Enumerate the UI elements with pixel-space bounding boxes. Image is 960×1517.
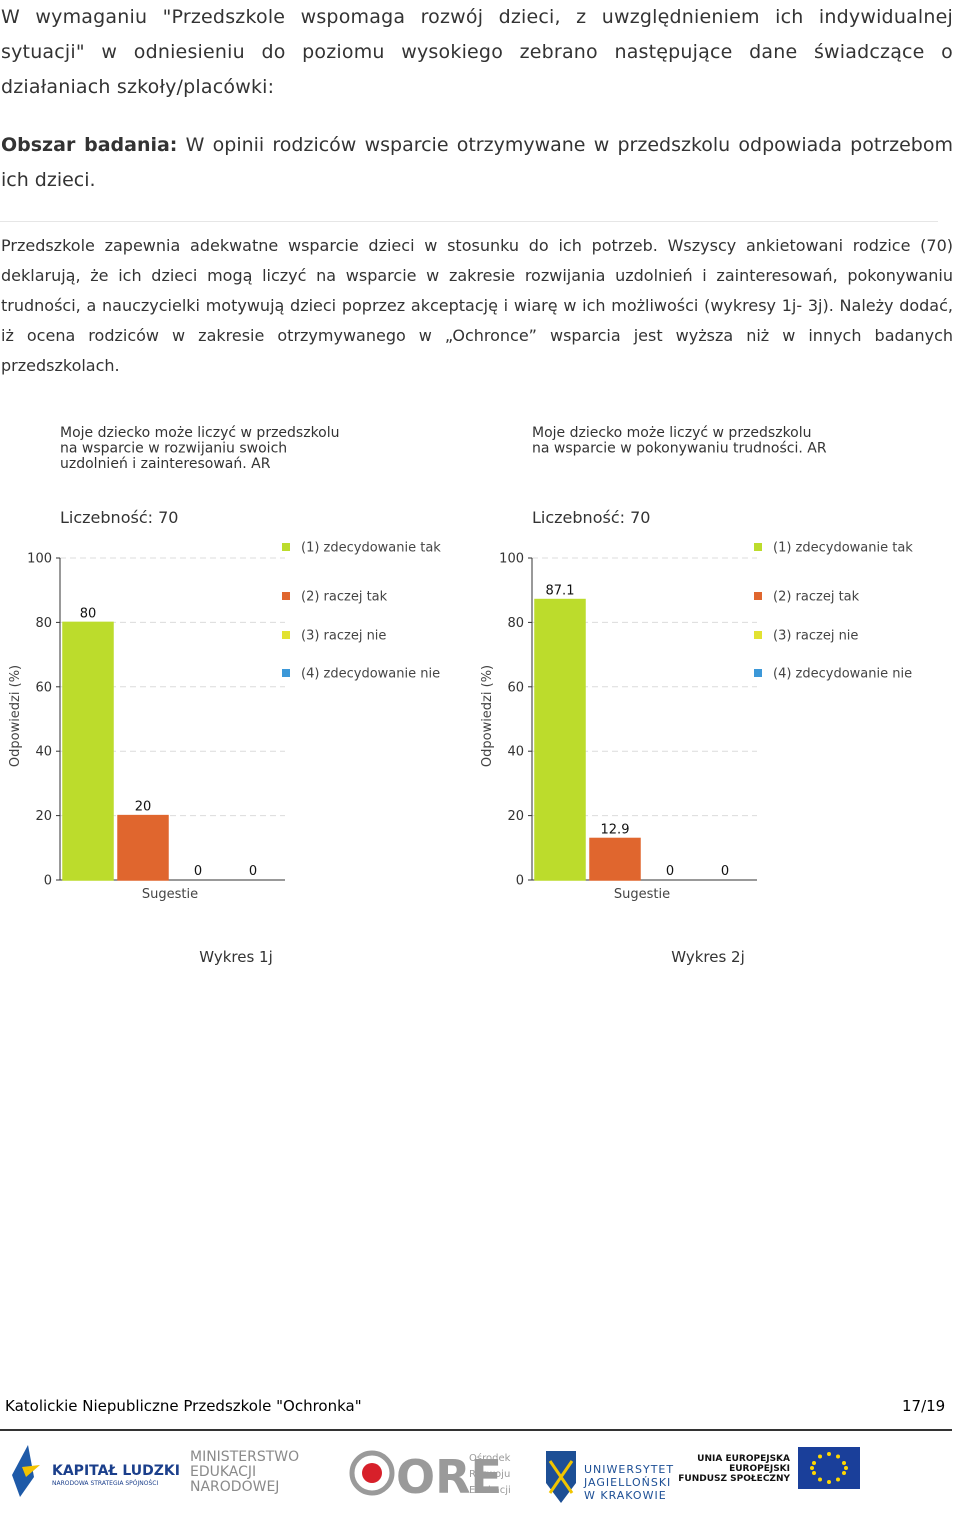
- chart-title: na wsparcie w rozwijaniu swoich: [60, 441, 287, 457]
- charts: Moje dziecko może liczyć w przedszkoluna…: [8, 425, 913, 902]
- logo-shape: [22, 1465, 40, 1477]
- logo-text: UNIWERSYTET: [584, 1463, 674, 1476]
- legend-swatch: [282, 631, 290, 639]
- logo-text: MINISTERSTWO: [190, 1449, 299, 1465]
- legend-swatch: [282, 592, 290, 600]
- y-tick-label: 40: [35, 745, 52, 760]
- logo-text: ORE: [396, 1450, 502, 1504]
- legend-label: (1) zdecydowanie tak: [773, 541, 913, 556]
- divider: [0, 221, 938, 222]
- caption: Wykres 1j: [199, 948, 273, 966]
- logo-text: Edukacji: [469, 1485, 511, 1496]
- chart-title: Moje dziecko może liczyć w przedszkolu: [60, 425, 340, 441]
- x-axis-label: Sugestie: [142, 887, 198, 902]
- legend-swatch: [754, 543, 762, 551]
- y-tick-label: 0: [516, 874, 524, 889]
- y-tick-label: 80: [507, 616, 524, 631]
- legend-label: (4) zdecydowanie nie: [301, 667, 440, 682]
- logo-text: JAGIELLOŃSKI: [583, 1476, 671, 1489]
- value-label: 80: [80, 606, 97, 621]
- y-tick-label: 80: [35, 616, 52, 631]
- bar: [589, 837, 641, 881]
- logos: KAPITAŁ LUDZKI NARODOWA STRATEGIA SPÓJNO…: [12, 1445, 860, 1504]
- y-tick-label: 0: [44, 874, 52, 889]
- bar: [534, 598, 586, 881]
- value-label: 20: [135, 800, 152, 815]
- value-label: 12.9: [601, 822, 630, 837]
- value-label: 0: [194, 864, 202, 879]
- logo-text: KAPITAŁ LUDZKI: [52, 1463, 180, 1479]
- caption: Wykres 2j: [671, 948, 745, 966]
- paragraph: W wymaganiu "Przedszkole wspomaga rozwój…: [1, 6, 953, 98]
- logo-text: NARODOWA STRATEGIA SPÓJNOŚCI: [52, 1480, 158, 1487]
- y-tick-label: 20: [507, 809, 524, 824]
- eu-stars: [810, 1452, 848, 1484]
- chart-subtitle: Liczebność: 70: [532, 508, 650, 527]
- x-axis-label: Sugestie: [614, 887, 670, 902]
- legend-label: (4) zdecydowanie nie: [773, 667, 912, 682]
- logo-text: Rozwoju: [469, 1469, 510, 1480]
- legend-label: (3) raczej nie: [301, 629, 386, 644]
- value-label: 0: [721, 864, 729, 879]
- y-tick-label: 100: [499, 552, 524, 567]
- y-tick-label: 60: [507, 680, 524, 695]
- logo-text: NARODOWEJ: [190, 1479, 279, 1495]
- legend-label: (3) raczej nie: [773, 629, 858, 644]
- legend-swatch: [754, 669, 762, 677]
- area-label: Obszar badania:: [1, 134, 178, 156]
- value-label: 0: [249, 864, 257, 879]
- logo-text: W KRAKOWIE: [584, 1489, 667, 1502]
- y-axis-label: Odpowiedzi (%): [480, 665, 495, 767]
- legend-label: (1) zdecydowanie tak: [301, 541, 441, 556]
- logo-text: UNIA EUROPEJSKA: [697, 1454, 790, 1464]
- logo-shape: [362, 1463, 382, 1483]
- bar: [62, 621, 114, 881]
- logo-text: EDUKACJI: [190, 1464, 256, 1480]
- chart-subtitle: Liczebność: 70: [60, 508, 178, 527]
- y-tick-label: 60: [35, 680, 52, 695]
- chart-title: na wsparcie w pokonywaniu trudności. AR: [532, 441, 827, 457]
- page-number: 17/19: [902, 1397, 946, 1415]
- legend-swatch: [282, 669, 290, 677]
- y-tick-label: 20: [35, 809, 52, 824]
- area-text: W opinii rodziców wsparcie otrzymywane w…: [1, 134, 953, 191]
- chart-title: Moje dziecko może liczyć w przedszkolu: [532, 425, 812, 441]
- y-tick-label: 40: [507, 745, 524, 760]
- legend-label: (2) raczej tak: [301, 590, 388, 605]
- bar: [117, 814, 169, 881]
- legend-swatch: [754, 592, 762, 600]
- logo-text: EUROPEJSKI: [729, 1464, 790, 1474]
- legend-swatch: [754, 631, 762, 639]
- paragraph: Obszar badania: W opinii rodziców wsparc…: [1, 128, 953, 198]
- y-axis-label: Odpowiedzi (%): [8, 665, 23, 767]
- legend-swatch: [282, 543, 290, 551]
- logo-shape: [548, 1460, 574, 1494]
- paragraph: Przedszkole zapewnia adekwatne wsparcie …: [1, 236, 953, 375]
- legend-label: (2) raczej tak: [773, 590, 860, 605]
- chart-title: uzdolnień i zainteresowań. AR: [60, 456, 271, 472]
- logo-text: Ośrodek: [469, 1452, 511, 1464]
- logo-shape: [349, 1450, 395, 1496]
- value-label: 87.1: [546, 584, 575, 599]
- value-label: 0: [666, 864, 674, 879]
- y-tick-label: 100: [27, 552, 52, 567]
- logo-text: FUNDUSZ SPOŁECZNY: [678, 1474, 790, 1484]
- footer-line: [0, 1429, 952, 1431]
- logo-shape: [12, 1445, 34, 1497]
- footer-text: Katolickie Niepubliczne Przedszkole "Och…: [5, 1397, 362, 1415]
